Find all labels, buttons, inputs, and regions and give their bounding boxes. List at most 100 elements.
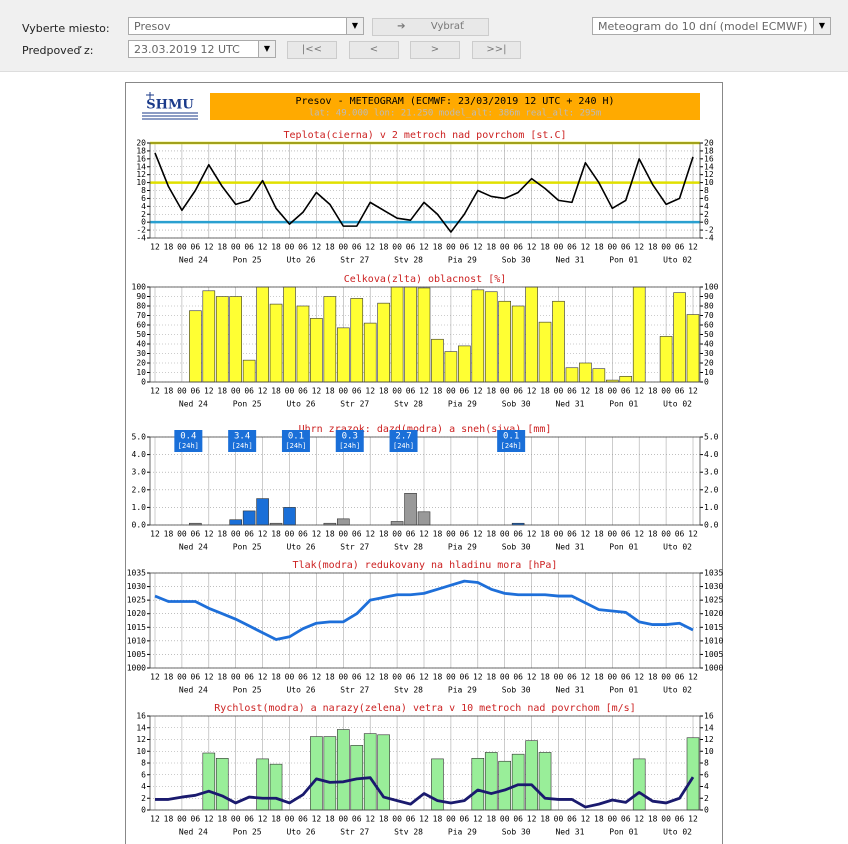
day-label: Pia 29 bbox=[448, 400, 477, 409]
prev-button[interactable]: < bbox=[349, 41, 399, 59]
x-tick-label: 00 bbox=[607, 815, 617, 824]
first-button[interactable]: |<< bbox=[287, 41, 337, 59]
x-tick-label: 06 bbox=[406, 387, 416, 396]
y-tick-label: 5.0 bbox=[132, 433, 147, 442]
x-tick-label: 12 bbox=[634, 673, 644, 682]
x-tick-label: 06 bbox=[513, 243, 523, 252]
x-tick-label: 18 bbox=[271, 243, 281, 252]
bar bbox=[215, 296, 229, 383]
last-button[interactable]: >>| bbox=[472, 41, 521, 59]
y-tick-label: 20 bbox=[136, 359, 146, 368]
day-label: Pon 01 bbox=[609, 400, 638, 409]
bar bbox=[323, 296, 337, 383]
logo-text: SHMU bbox=[146, 98, 194, 113]
x-tick-label: 12 bbox=[258, 815, 268, 824]
daily-total-unit: [24h] bbox=[232, 442, 253, 450]
bar bbox=[390, 521, 404, 526]
plot-frame bbox=[149, 286, 701, 383]
day-label: Pon 25 bbox=[233, 686, 262, 695]
bar bbox=[592, 368, 606, 383]
x-tick-label: 12 bbox=[204, 530, 214, 539]
x-tick-label: 06 bbox=[513, 530, 523, 539]
day-label: Pon 25 bbox=[233, 543, 262, 552]
daily-total-box bbox=[335, 430, 364, 452]
x-tick-label: 12 bbox=[527, 530, 537, 539]
bar bbox=[323, 736, 337, 811]
y-tick-label: 4.0 bbox=[132, 450, 147, 459]
y-tick-label: 30 bbox=[136, 349, 146, 358]
x-tick-label: 12 bbox=[473, 387, 483, 396]
x-tick-label: 06 bbox=[298, 387, 308, 396]
y-tick-label: 18 bbox=[136, 146, 146, 155]
y-tick-label: 18 bbox=[704, 146, 714, 155]
bar bbox=[458, 345, 471, 383]
day-label: Pon 01 bbox=[609, 828, 638, 837]
x-tick-label: 18 bbox=[648, 243, 658, 252]
y-tick-label: 10 bbox=[136, 368, 146, 377]
daily-total-box bbox=[228, 430, 257, 452]
plot-frame bbox=[149, 715, 701, 811]
header-banner bbox=[210, 93, 700, 120]
y-tick-label: -2 bbox=[704, 226, 714, 235]
select-arrow: ▼ bbox=[346, 18, 363, 34]
y-tick-label: 12 bbox=[704, 170, 714, 179]
x-tick-label: 00 bbox=[661, 530, 671, 539]
x-tick-label: 18 bbox=[271, 815, 281, 824]
bar bbox=[498, 300, 512, 383]
day-label: Stv 28 bbox=[394, 686, 423, 695]
x-tick-label: 00 bbox=[392, 673, 402, 682]
header-title: Presov - METEOGRAM (ECMWF: 23/03/2019 12… bbox=[295, 96, 614, 107]
x-tick-label: 12 bbox=[150, 673, 160, 682]
y-tick-label: 80 bbox=[704, 302, 714, 311]
x-tick-label: 00 bbox=[661, 387, 671, 396]
label: Vyberte miesto: bbox=[22, 22, 110, 35]
select-button[interactable]: ➔ Vybrať bbox=[372, 18, 489, 36]
bar bbox=[189, 310, 202, 383]
bar bbox=[417, 287, 431, 383]
x-tick-label: 18 bbox=[648, 673, 658, 682]
y-tick-label: 60 bbox=[704, 321, 714, 330]
y-tick-label: 1000 bbox=[704, 664, 723, 673]
line bbox=[154, 152, 694, 233]
y-tick-label: 90 bbox=[136, 292, 146, 301]
y-tick-label: 6 bbox=[704, 770, 709, 779]
y-tick-label: 1005 bbox=[704, 650, 723, 659]
x-tick-label: 18 bbox=[379, 530, 389, 539]
y-tick-label: 50 bbox=[136, 330, 146, 339]
bar bbox=[404, 286, 417, 383]
day-label: Uto 02 bbox=[663, 686, 692, 695]
bar bbox=[202, 290, 216, 383]
x-tick-label: 06 bbox=[675, 815, 685, 824]
next-button[interactable]: > bbox=[410, 41, 460, 59]
daily-total-unit: [24h] bbox=[393, 442, 414, 450]
place-select[interactable]: Presov ▼ bbox=[128, 17, 364, 35]
day-label: Str 27 bbox=[340, 686, 369, 695]
day-label: Sob 30 bbox=[502, 828, 531, 837]
y-tick-label: 5.0 bbox=[704, 433, 719, 442]
x-tick-label: 18 bbox=[379, 815, 389, 824]
x-tick-label: 06 bbox=[406, 530, 416, 539]
x-tick-label: 06 bbox=[567, 815, 577, 824]
x-tick-label: 06 bbox=[406, 815, 416, 824]
x-tick-label: 00 bbox=[177, 387, 187, 396]
y-tick-label: 14 bbox=[704, 723, 714, 732]
y-tick-label: 10 bbox=[136, 747, 146, 756]
panel bbox=[125, 82, 723, 844]
x-tick-label: 12 bbox=[527, 387, 537, 396]
y-tick-label: 20 bbox=[704, 139, 714, 148]
x-tick-label: 00 bbox=[661, 815, 671, 824]
daily-total: 0.3 bbox=[342, 432, 358, 442]
y-tick-label: 14 bbox=[136, 723, 146, 732]
y-tick-label: 16 bbox=[136, 712, 146, 721]
product-select[interactable]: Meteogram do 10 dní (model ECMWF) ▼ bbox=[592, 17, 831, 35]
x-tick-label: 12 bbox=[312, 815, 322, 824]
x-tick-label: 12 bbox=[419, 815, 429, 824]
date-select[interactable]: 23.03.2019 12 UTC ▼ bbox=[128, 40, 276, 58]
bar bbox=[363, 322, 377, 383]
plot-frame bbox=[149, 572, 701, 669]
y-tick-label: 10 bbox=[704, 178, 714, 187]
y-tick-label: 1025 bbox=[704, 596, 723, 605]
y-tick-label: 90 bbox=[704, 292, 714, 301]
bar bbox=[215, 757, 229, 811]
day-label: Ned 31 bbox=[555, 686, 584, 695]
